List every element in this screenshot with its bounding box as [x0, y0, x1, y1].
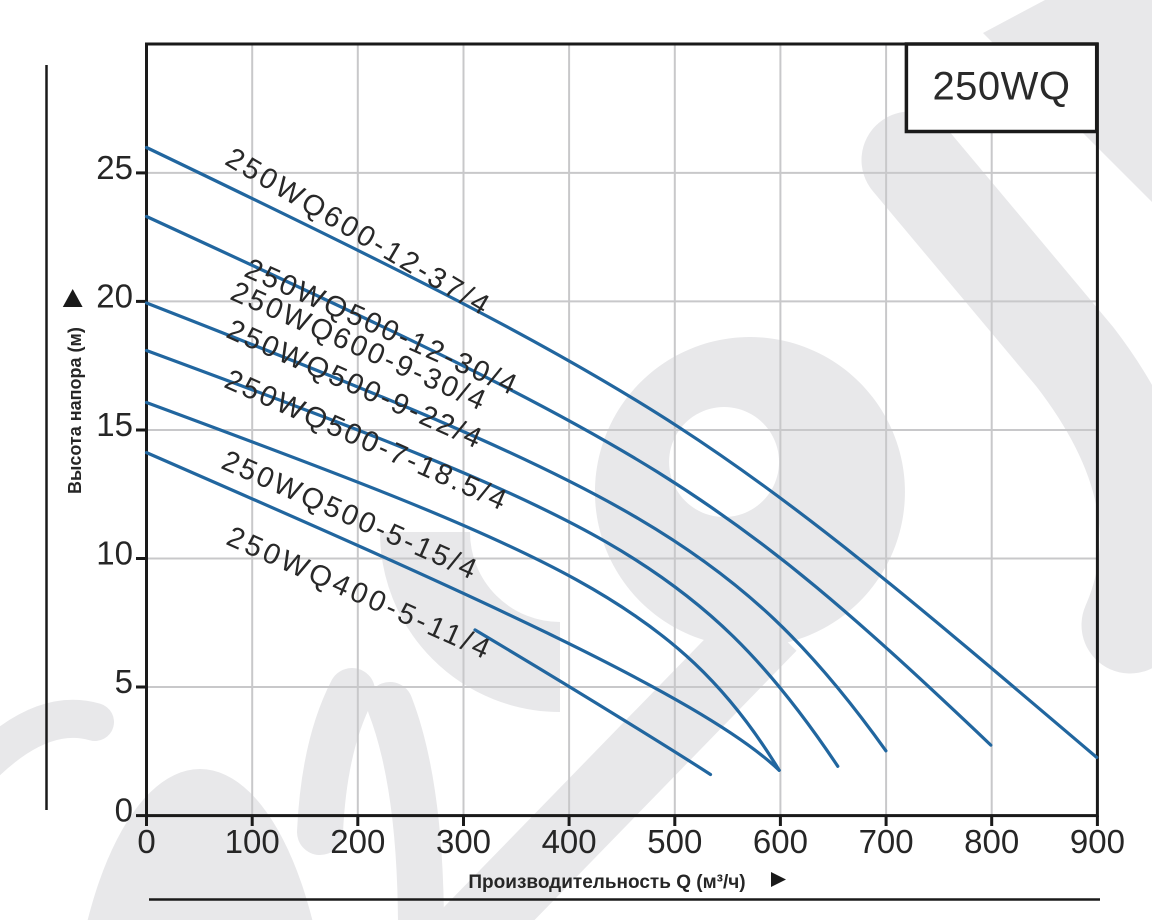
svg-text:0: 0	[115, 792, 133, 829]
svg-text:10: 10	[96, 535, 133, 572]
svg-text:5: 5	[115, 663, 133, 700]
svg-text:15: 15	[96, 406, 133, 443]
svg-text:900: 900	[1070, 823, 1125, 860]
svg-text:500: 500	[647, 823, 702, 860]
svg-text:700: 700	[859, 823, 914, 860]
svg-text:0: 0	[137, 823, 155, 860]
svg-text:200: 200	[330, 823, 385, 860]
svg-text:800: 800	[964, 823, 1019, 860]
svg-text:100: 100	[225, 823, 280, 860]
svg-text:20: 20	[96, 277, 133, 314]
svg-text:250WQ: 250WQ	[932, 65, 1070, 109]
svg-text:600: 600	[753, 823, 808, 860]
svg-text:Высота напора (м): Высота напора (м)	[65, 327, 85, 494]
svg-text:400: 400	[542, 823, 597, 860]
svg-text:25: 25	[96, 149, 133, 186]
svg-text:300: 300	[436, 823, 491, 860]
svg-text:Производительность Q (м³/ч): Производительность Q (м³/ч)	[468, 872, 745, 893]
